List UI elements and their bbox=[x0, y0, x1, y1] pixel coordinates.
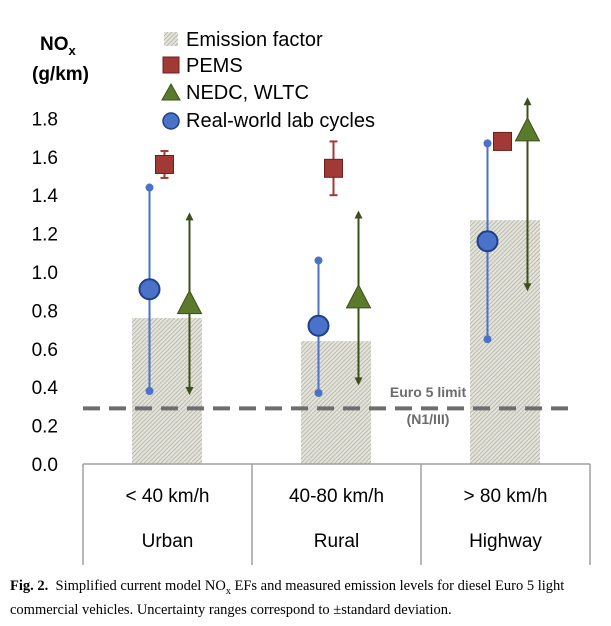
euro5-limit-label: Euro 5 limit bbox=[390, 384, 467, 400]
y-tick-label: 0.4 bbox=[32, 378, 59, 399]
real-world-errorbar-high bbox=[314, 256, 323, 265]
emission-factor-bar bbox=[132, 318, 202, 464]
pems-point bbox=[155, 154, 174, 174]
caption-fig-label: Fig. 2. bbox=[10, 578, 49, 594]
category-area-label: Rural bbox=[314, 531, 359, 552]
nedc-arrow-up bbox=[185, 212, 194, 221]
real-world-point bbox=[476, 230, 499, 253]
category-speed-label: < 40 km/h bbox=[126, 486, 210, 507]
measurement-markers bbox=[138, 97, 541, 397]
real-world-errorbar-low bbox=[145, 387, 154, 396]
y-tick-label: 1.0 bbox=[32, 263, 58, 284]
euro5-limit-sublabel: (N1/III) bbox=[407, 411, 450, 427]
y-unit-label-line2: (g/km) bbox=[32, 64, 89, 85]
caption-text-b: EFs and measured emission levels for die… bbox=[10, 578, 565, 618]
nedc-arrow-up bbox=[523, 97, 532, 106]
nedc-arrow-down bbox=[523, 283, 532, 292]
legend-pems: PEMS bbox=[186, 55, 243, 77]
emission-factor-bars bbox=[132, 220, 540, 464]
y-tick-label: 1.8 bbox=[32, 109, 58, 130]
category-speed-label: 40-80 km/h bbox=[289, 486, 384, 507]
legend-real-world-swatch bbox=[162, 112, 180, 130]
nedc-point bbox=[176, 289, 203, 315]
y-tick-label: 1.4 bbox=[32, 186, 59, 207]
y-tick-label: 0.6 bbox=[32, 340, 58, 361]
legend-real-world: Real-world lab cycles bbox=[186, 110, 375, 132]
y-tick-label: 0.0 bbox=[32, 455, 58, 476]
y-unit-label: NOx bbox=[40, 34, 77, 58]
category-labels: < 40 km/h Urban 40-80 km/h Rural > 80 km/h Hi… bbox=[126, 486, 548, 552]
caption-text-a: Simplified current model NO bbox=[55, 578, 226, 594]
category-frame bbox=[82, 463, 591, 565]
nedc-point bbox=[514, 116, 541, 142]
nox-chart: NOx (g/km) 0.0 0.2 0.4 0.6 0.8 1.0 1.2 1.4 1.6 1.… bbox=[32, 29, 591, 565]
legend-pems-swatch bbox=[162, 56, 180, 74]
real-world-errorbar-high bbox=[145, 183, 154, 192]
y-tick-label: 1.2 bbox=[32, 225, 58, 246]
category-area-label: Highway bbox=[469, 531, 542, 552]
legend-emission-factor-swatch bbox=[164, 32, 178, 46]
figure-caption: Fig. 2. Simplified current model NOx EFs… bbox=[10, 577, 604, 620]
legend-emission-factor: Emission factor bbox=[186, 29, 323, 51]
legend-nedc-swatch bbox=[161, 82, 181, 101]
y-tick-label: 1.6 bbox=[32, 148, 58, 169]
legend-nedc-wltc: NEDC, WLTC bbox=[186, 82, 309, 104]
category-area-label: Urban bbox=[142, 531, 194, 552]
nedc-arrow-down bbox=[185, 386, 194, 395]
category-speed-label: > 80 km/h bbox=[464, 486, 548, 507]
real-world-point bbox=[138, 278, 161, 301]
nedc-arrow-down bbox=[354, 377, 363, 386]
pems-point bbox=[493, 131, 512, 151]
y-tick-label: 0.8 bbox=[32, 301, 58, 322]
pems-point bbox=[324, 158, 343, 178]
real-world-errorbar-high bbox=[483, 139, 492, 148]
nedc-point bbox=[345, 283, 372, 309]
y-tick-label: 0.2 bbox=[32, 417, 58, 438]
real-world-errorbar-low bbox=[314, 388, 323, 397]
nedc-arrow-up bbox=[354, 210, 363, 219]
caption-text-sub: x bbox=[225, 585, 231, 597]
emission-factor-bar bbox=[470, 220, 540, 464]
emission-factor-bar bbox=[301, 341, 371, 464]
y-axis-ticks: 0.0 0.2 0.4 0.6 0.8 1.0 1.2 1.4 1.6 1.8 bbox=[32, 109, 59, 476]
real-world-point bbox=[307, 314, 330, 337]
real-world-errorbar-low bbox=[483, 335, 492, 344]
legend: Emission factor PEMS NEDC, WLTC Real-wor… bbox=[161, 29, 375, 132]
